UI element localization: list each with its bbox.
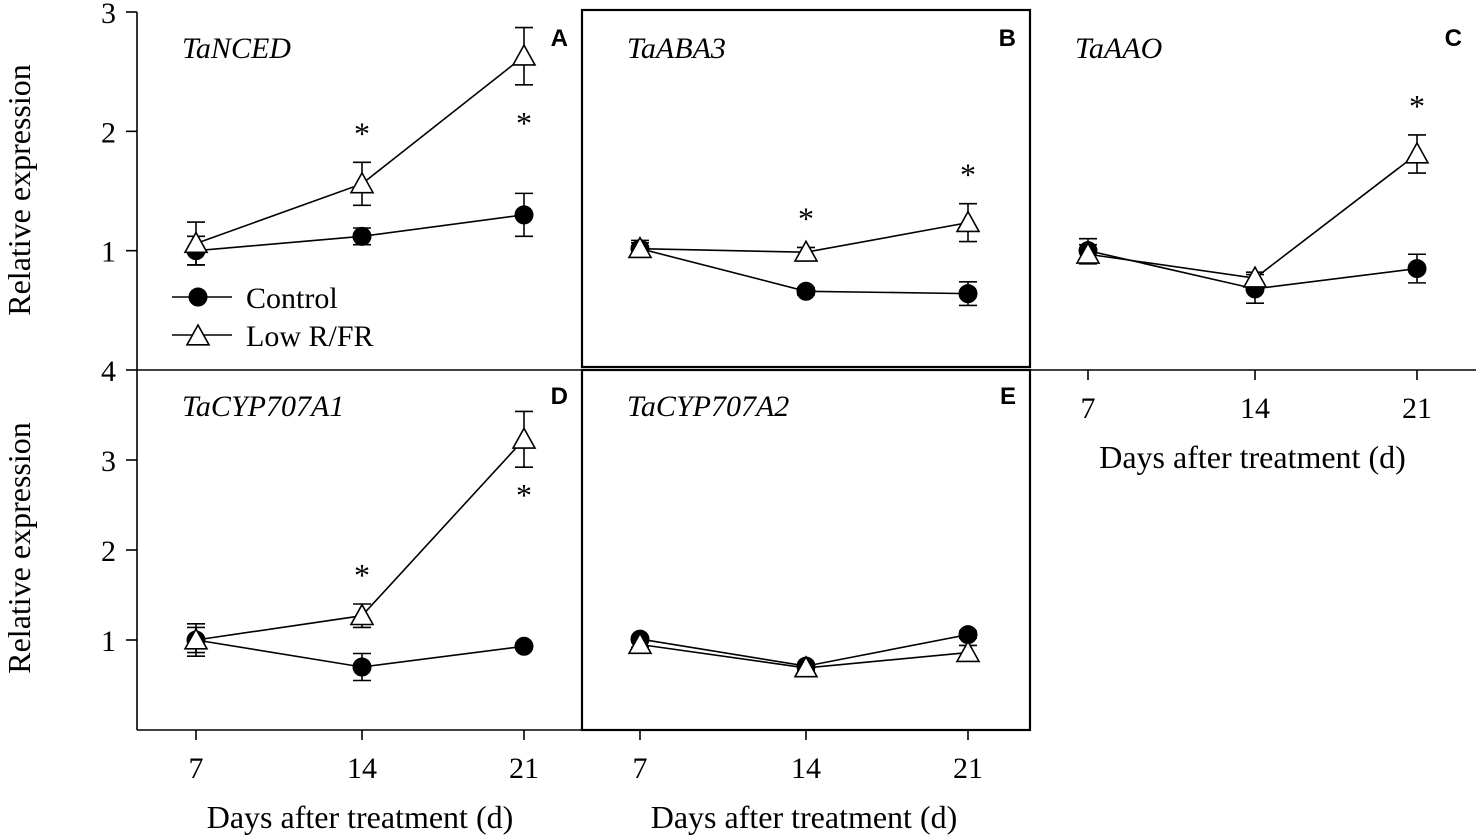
low-rfr-point bbox=[511, 43, 537, 66]
y-tick-label: 2 bbox=[101, 535, 116, 568]
x-tick-label: 7 bbox=[189, 752, 204, 785]
y-tick-label: 1 bbox=[101, 236, 116, 269]
panel-title: TaNCED bbox=[182, 32, 291, 65]
panel-letter: A bbox=[551, 25, 568, 52]
control-point bbox=[514, 636, 534, 656]
panel-title: TaCYP707A1 bbox=[182, 390, 344, 423]
low-rfr-point bbox=[1075, 241, 1101, 264]
x-axis-title: Days after treatment (d) bbox=[207, 799, 514, 835]
y-tick-label: 4 bbox=[101, 355, 116, 388]
x-tick-label: 21 bbox=[509, 752, 539, 785]
y-axis-title: Relative expression bbox=[1, 64, 37, 315]
low-rfr-point bbox=[1242, 265, 1268, 288]
low-rfr-point bbox=[349, 171, 375, 194]
panel-letter: D bbox=[551, 383, 568, 410]
control-point bbox=[958, 284, 978, 304]
control-point bbox=[796, 281, 816, 301]
panel-b-frame bbox=[580, 8, 1032, 369]
y-tick-label: 3 bbox=[101, 445, 116, 478]
low-rfr-point bbox=[185, 323, 211, 346]
legend-control-label: Control bbox=[246, 282, 338, 315]
low-rfr-point bbox=[955, 209, 981, 233]
control-point bbox=[1407, 259, 1427, 279]
x-tick-label: 7 bbox=[1081, 392, 1096, 425]
significance-mark: * bbox=[798, 200, 814, 236]
y-tick-label: 1 bbox=[101, 625, 116, 658]
low-rfr-point bbox=[627, 631, 653, 655]
low-rfr-point bbox=[349, 603, 375, 626]
low-rfr-point bbox=[183, 230, 209, 254]
legend-low-rfr-label: Low R/FR bbox=[246, 320, 374, 353]
x-axis-title: Days after treatment (d) bbox=[1099, 439, 1406, 475]
low-rfr-point bbox=[1404, 141, 1430, 164]
x-tick-label: 7 bbox=[633, 752, 648, 785]
significance-mark: * bbox=[516, 477, 532, 513]
x-tick-label: 14 bbox=[791, 752, 821, 785]
y-axis-title: Relative expression bbox=[1, 422, 37, 673]
panel-e: TaCYP707A2 E bbox=[627, 383, 1016, 678]
panel-title: TaCYP707A2 bbox=[627, 390, 789, 423]
y-tick-label: 2 bbox=[101, 116, 116, 149]
significance-mark: * bbox=[960, 157, 976, 193]
panel-letter: C bbox=[1445, 25, 1462, 52]
significance-mark: * bbox=[354, 557, 370, 593]
panel-b: TaABA3 B * * bbox=[627, 25, 1016, 307]
control-point bbox=[514, 205, 534, 225]
control-point bbox=[188, 287, 208, 307]
x-tick-label: 21 bbox=[1402, 392, 1432, 425]
low-rfr-point bbox=[793, 655, 819, 678]
panel-letter: B bbox=[999, 25, 1016, 52]
control-point bbox=[352, 657, 372, 677]
panel-a: TaNCED A * * bbox=[182, 25, 568, 266]
legend: Control Low R/FR bbox=[172, 282, 374, 353]
significance-mark: * bbox=[354, 115, 370, 151]
x-tick-label: 14 bbox=[347, 752, 377, 785]
panel-c: TaAAO C * bbox=[1075, 25, 1462, 304]
y-tick-label: 3 bbox=[101, 0, 116, 30]
x-tick-label: 21 bbox=[953, 752, 983, 785]
significance-mark: * bbox=[1409, 88, 1425, 124]
x-axis-title: Days after treatment (d) bbox=[651, 799, 958, 835]
x-tick-label: 14 bbox=[1240, 392, 1270, 425]
significance-mark: * bbox=[516, 105, 532, 141]
low-rfr-point bbox=[955, 639, 981, 663]
low-rfr-point bbox=[793, 239, 819, 262]
panel-title: TaAAO bbox=[1075, 32, 1162, 65]
panel-letter: E bbox=[1000, 383, 1016, 410]
panel-title: TaABA3 bbox=[627, 32, 726, 65]
low-rfr-point bbox=[627, 236, 653, 259]
control-point bbox=[352, 226, 372, 246]
low-rfr-point bbox=[511, 426, 537, 449]
low-rfr-point bbox=[183, 627, 209, 650]
panel-d: TaCYP707A1 D * * bbox=[182, 383, 568, 682]
low-rfr-line bbox=[1087, 153, 1418, 279]
